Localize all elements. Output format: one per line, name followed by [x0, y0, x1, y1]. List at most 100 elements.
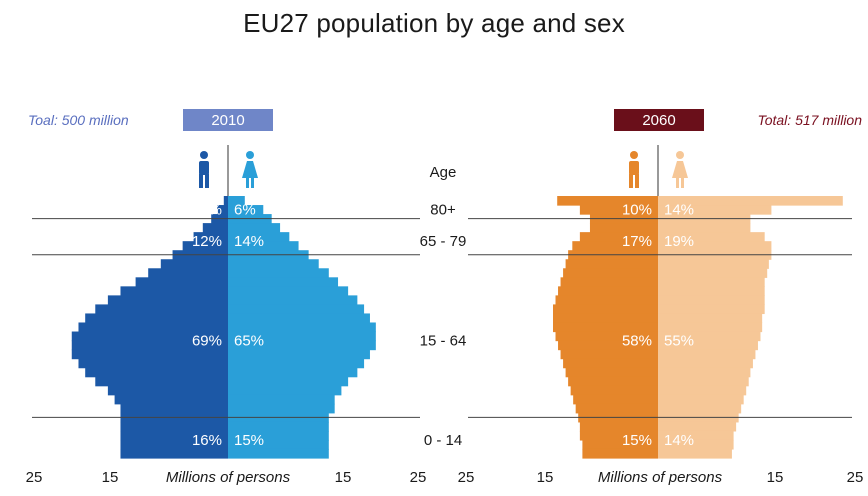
male-percent-label: 15% [622, 432, 652, 449]
bar-female [228, 322, 376, 333]
bar-male [95, 304, 228, 315]
bar-male [563, 268, 658, 278]
age-labels: Age 80+ 65 - 79 15 - 64 0 - 14 [420, 164, 467, 449]
bar-male [582, 448, 658, 459]
bar-female [658, 367, 751, 378]
bar-male [160, 259, 228, 269]
bar-female [658, 340, 758, 351]
female-percent-label: 14% [664, 432, 694, 449]
bar-female [658, 358, 753, 369]
bar-female [658, 331, 761, 342]
bar-male [223, 196, 228, 206]
x-tick-label: 25 [458, 469, 475, 486]
bar-female [228, 331, 376, 342]
bar-male [120, 286, 228, 296]
bar-female [658, 295, 765, 306]
male-percent-label: 12% [192, 233, 222, 250]
age-group-label: 80+ [430, 202, 456, 219]
bar-female [658, 232, 765, 242]
bar-male [553, 322, 658, 333]
male-figure-icon [629, 151, 639, 188]
bar-female [658, 241, 772, 251]
female-percent-label: 55% [664, 333, 694, 350]
bar-male [560, 277, 658, 287]
bar-male [570, 385, 658, 396]
bar-male [148, 268, 228, 278]
x-tick-label: 25 [847, 469, 864, 486]
female-percent-label: 6% [234, 202, 256, 219]
year-badge [614, 109, 704, 131]
bar-female [228, 430, 329, 441]
bar-female [228, 223, 281, 233]
bar-female [228, 304, 365, 315]
age-group-label: 0 - 14 [424, 432, 462, 449]
female-figure-icon [242, 151, 258, 188]
bar-female [658, 277, 765, 287]
bar-male [135, 277, 228, 287]
bar-male [560, 349, 658, 360]
male-percent-label: 17% [622, 233, 652, 250]
bar-female [658, 322, 763, 333]
bar-female [228, 241, 299, 251]
bar-male [565, 367, 658, 378]
bar-male [579, 421, 658, 432]
female-figure-icon [672, 151, 688, 188]
bar-female [228, 340, 376, 351]
bar-male [579, 430, 658, 441]
bar-female [228, 448, 329, 459]
bar-female [228, 286, 349, 296]
male-percent-label: 16% [192, 432, 222, 449]
female-percent-label: 15% [234, 432, 264, 449]
bar-female [658, 430, 734, 441]
bar-female [658, 304, 765, 315]
age-group-label: 65 - 79 [420, 233, 467, 250]
bar-female [228, 367, 358, 378]
bar-female [228, 349, 370, 360]
bar-female [228, 295, 358, 306]
x-tick-label: 15 [102, 469, 119, 486]
pyramid-2010: Toal: 500 million 2010 3% 6% 12% 14% 69% 65% 16%… [26, 109, 427, 486]
bar-male [71, 340, 228, 351]
bar-female [228, 232, 290, 242]
bar-female [658, 448, 732, 459]
male-percent-label: 3% [200, 202, 222, 219]
bar-male [85, 313, 228, 324]
female-percent-label: 19% [664, 233, 694, 250]
bar-male [120, 403, 228, 414]
x-axis-label: Millions of persons [166, 469, 291, 486]
bar-male [553, 304, 658, 315]
bar-male [558, 340, 658, 351]
bar-male [114, 394, 228, 405]
bar-female [658, 403, 742, 414]
bar-female [658, 259, 769, 269]
bar-female [228, 277, 339, 287]
bar-female [658, 223, 751, 233]
bar-female [658, 313, 763, 324]
male-figure-icon [199, 151, 209, 188]
bar-male [107, 385, 228, 396]
year-badge [183, 109, 273, 131]
x-tick-label: 15 [767, 469, 784, 486]
bar-male [217, 205, 228, 215]
bar-female [658, 421, 737, 432]
bar-female [228, 358, 365, 369]
bar-male [575, 403, 658, 414]
bar-male [120, 421, 228, 432]
bar-male [120, 448, 228, 459]
bar-female [228, 268, 329, 278]
bar-female [658, 286, 765, 296]
bar-male [579, 232, 658, 242]
female-percent-label: 14% [234, 233, 264, 250]
bar-male [95, 376, 228, 387]
bar-male [85, 367, 228, 378]
female-percent-label: 14% [664, 202, 694, 219]
year-badge-label: 2010 [211, 112, 244, 129]
x-tick-label: 15 [537, 469, 554, 486]
bar-male [582, 439, 658, 450]
total-label: Total: 517 million [757, 112, 862, 128]
x-tick-label: 25 [410, 469, 427, 486]
male-percent-label: 58% [622, 333, 652, 350]
bar-male [202, 223, 228, 233]
total-label: Toal: 500 million [28, 112, 129, 128]
